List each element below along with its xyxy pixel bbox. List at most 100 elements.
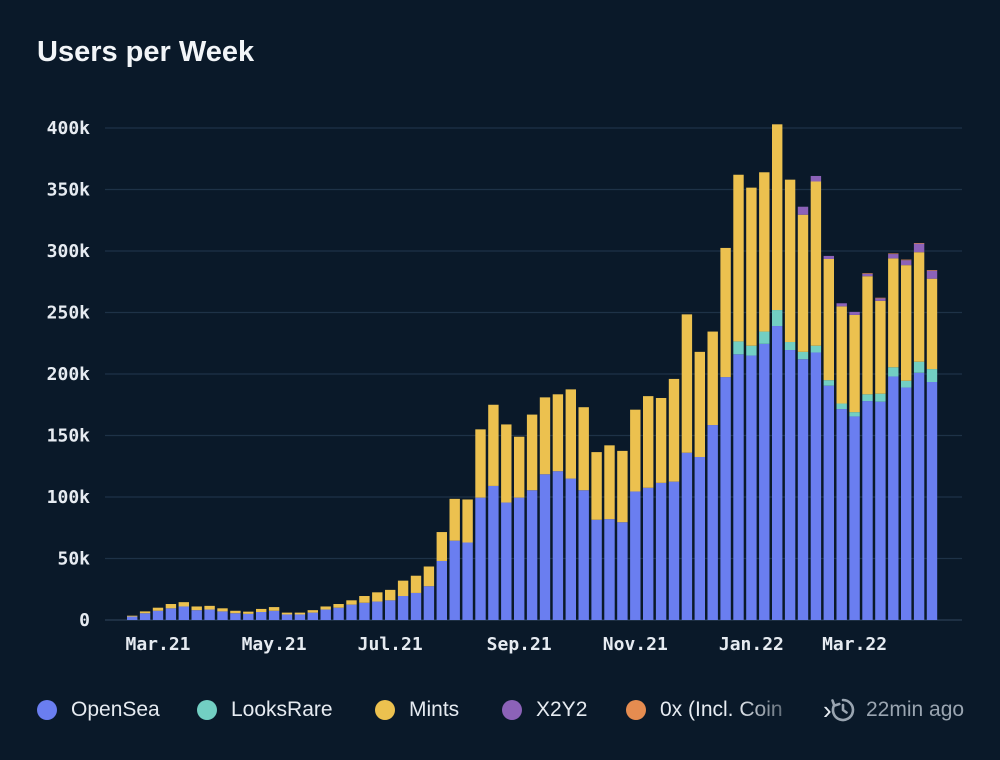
y-tick-label: 0 (79, 610, 90, 631)
bar-segment (591, 452, 602, 520)
legend-item-opensea[interactable]: OpenSea (37, 692, 160, 728)
bar-segment (230, 613, 241, 620)
bar-segment (397, 580, 409, 597)
y-tick-label: 350k (47, 180, 91, 201)
bar-segment (668, 481, 680, 621)
bar-segment (565, 389, 576, 479)
bar-segment (797, 351, 809, 360)
bar-segment (875, 401, 886, 620)
bar-segment (797, 359, 809, 620)
x-tick-label: Jan.22 (719, 634, 784, 655)
bar-segment (926, 382, 938, 620)
bar-segment (862, 273, 873, 274)
bar-segment (630, 491, 641, 620)
bar-segment (127, 616, 138, 620)
bar-segment (901, 259, 912, 261)
bar-segment (307, 612, 318, 620)
bar-segment (243, 613, 254, 620)
bar-segment (849, 412, 860, 417)
bar-segment (449, 540, 460, 620)
bar-segment (462, 499, 473, 543)
bar-segment (901, 380, 912, 388)
bar-segment (875, 298, 886, 301)
bar-segment (926, 270, 938, 271)
bar-segment (720, 377, 731, 620)
y-tick-label: 200k (47, 364, 91, 385)
bar-segment (888, 258, 899, 368)
legend-label-looksrare: LooksRare (231, 698, 333, 721)
bar-segment (655, 482, 667, 620)
bar-segment (604, 519, 615, 620)
x-tick-label: Jul.21 (358, 634, 423, 655)
bar-segment (436, 532, 447, 561)
bar-segment (668, 378, 680, 482)
bar-segment (862, 273, 873, 277)
bar-segment (475, 429, 486, 498)
bar-segment (139, 613, 151, 620)
bar-segment (501, 502, 512, 620)
bar-segment (501, 424, 512, 503)
legend-item-x2y2[interactable]: X2Y2 (502, 692, 587, 728)
bar-segment (913, 372, 925, 620)
legend-swatch-x2y2 (502, 700, 522, 720)
bar-segment (733, 354, 744, 620)
bar-segment (152, 607, 164, 611)
bar-segment (514, 436, 525, 498)
bar-segment (849, 416, 860, 620)
bar-segment (268, 610, 280, 620)
bar-segment (127, 615, 138, 617)
bar-segment (849, 311, 860, 315)
y-tick-label: 400k (47, 118, 91, 139)
bar-segment (294, 614, 306, 620)
bar-segment (372, 592, 383, 602)
bar-segment (539, 397, 551, 475)
bar-segment (152, 610, 164, 620)
bar-segment (720, 247, 731, 378)
bar-segment (643, 396, 654, 488)
chart-title: Users per Week (37, 36, 255, 68)
bar-segment (823, 255, 834, 259)
bar-segment (926, 278, 938, 370)
x-tick-label: May.21 (242, 634, 307, 655)
chevron-right-icon[interactable]: › (823, 694, 832, 725)
bar-segment (746, 345, 757, 356)
legend: OpenSea LooksRare Mints X2Y2 0x (Incl. C… (37, 692, 967, 728)
x-tick-label: Mar.21 (125, 634, 190, 655)
bar-segment (256, 608, 267, 613)
x-tick-label: Sep.21 (487, 634, 552, 655)
bar-segment (139, 611, 151, 614)
stacked-bar-chart: 0 50k 100k 150k 200k 250k 300k 350k 400k Mar.21 Ma… (47, 118, 962, 655)
bar-segment (926, 369, 938, 382)
bar-segment (475, 497, 486, 620)
bar-segment (784, 342, 796, 351)
bar-segment (888, 254, 899, 259)
bar-segment (630, 409, 641, 492)
bar-segment (591, 519, 602, 620)
clock-refresh-icon (831, 698, 855, 722)
bar-segment (256, 612, 267, 620)
bar-segment (617, 450, 628, 523)
bar-segment (204, 605, 215, 610)
bar-segment (552, 394, 564, 472)
bar-segment (526, 414, 538, 491)
bar-segment (681, 314, 693, 453)
bar-segment (759, 331, 770, 344)
y-tick-label: 50k (57, 549, 90, 570)
bar-segment (294, 612, 306, 615)
legend-item-looksrare[interactable]: LooksRare (197, 692, 333, 728)
bar-segment (617, 522, 628, 620)
bar-segment (681, 452, 693, 620)
legend-label-opensea: OpenSea (71, 698, 160, 721)
bar-segment (772, 326, 783, 620)
bar-segment (913, 243, 925, 253)
bar-segment (901, 265, 912, 381)
bar-segment (784, 350, 796, 620)
last-updated: 22min ago (830, 692, 964, 728)
bar-segment (230, 610, 241, 614)
legend-item-mints[interactable]: Mints (375, 692, 459, 728)
bar-segment (191, 606, 202, 611)
bar-segment (746, 187, 757, 346)
bar-segment (694, 457, 705, 620)
bar-segment (875, 300, 886, 394)
bar-segment (320, 606, 331, 610)
